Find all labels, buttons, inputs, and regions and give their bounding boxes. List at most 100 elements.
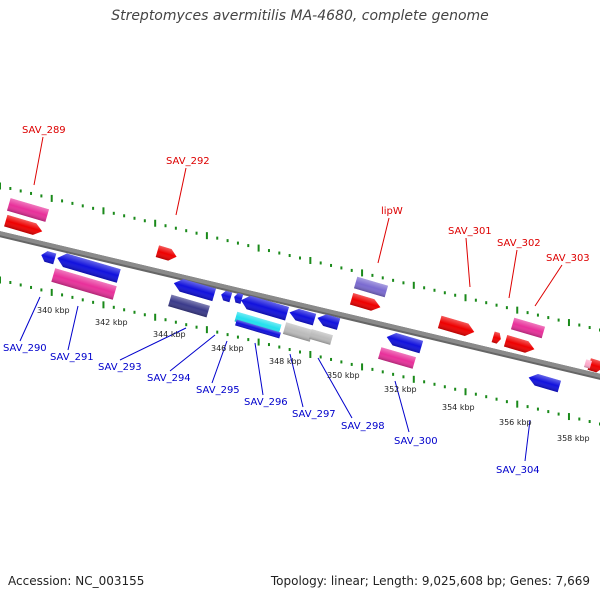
gene-label-sav-300[interactable]: SAV_300: [394, 436, 438, 447]
coord-label-346: 346 kbp: [211, 344, 244, 353]
connector-line: [175, 167, 187, 216]
connector-line: [211, 340, 228, 384]
gene-feature-11: [234, 311, 282, 335]
gene-shade: [386, 332, 424, 354]
gene-label-lipw[interactable]: lipW: [381, 206, 403, 217]
gene-label-sav-293[interactable]: SAV_293: [98, 362, 142, 373]
connector-line: [394, 380, 410, 433]
coord-label-358: 358 kbp: [557, 434, 590, 443]
gene-feature-0: [6, 198, 50, 222]
gene-shade: [234, 292, 244, 304]
gene-label-sav-297[interactable]: SAV_297: [292, 409, 336, 420]
connector-line: [33, 136, 44, 186]
gene-shade: [282, 322, 314, 342]
gene-feature-1: [4, 214, 43, 235]
coord-label-340: 340 kbp: [37, 306, 70, 315]
gene-feature-19: [386, 332, 424, 354]
gene-shade: [57, 253, 121, 283]
gene-feature-15: [317, 314, 341, 330]
gene-shade: [240, 295, 289, 321]
connector-line: [119, 327, 187, 361]
gene-label-sav-303[interactable]: SAV_303: [546, 253, 590, 264]
gene-shade: [234, 311, 282, 335]
connector-line: [67, 305, 79, 351]
gene-feature-14: [282, 322, 314, 342]
gene-feature-13: [289, 308, 317, 326]
genome-backbone: [0, 231, 600, 380]
gene-shade: [289, 308, 317, 326]
gene-feature-22: [491, 331, 501, 344]
connector-line: [534, 264, 563, 307]
gene-label-sav-290[interactable]: SAV_290: [3, 343, 47, 354]
gene-shade: [173, 279, 216, 302]
lower-gene-labels: SAV_290 SAV_291 SAV_293 SAV_294 SAV_295 …: [3, 343, 540, 476]
connector-line: [19, 296, 41, 342]
connector-line: [465, 237, 471, 288]
coord-label-354: 354 kbp: [442, 403, 475, 412]
coord-label-342: 342 kbp: [95, 318, 128, 327]
gene-feature-21: [437, 315, 475, 337]
gene-feature-18: [349, 293, 381, 311]
gene-label-sav-294[interactable]: SAV_294: [147, 373, 191, 384]
gene-feature-9: [234, 292, 244, 304]
coordinate-labels: 340 kbp 342 kbp 344 kbp 346 kbp 348 kbp …: [37, 306, 590, 443]
gene-feature-3: [41, 251, 57, 265]
tick-marks: [0, 182, 600, 426]
gene-label-sav-302[interactable]: SAV_302: [497, 238, 541, 249]
gene-shade: [155, 245, 177, 261]
gene-label-sav-289[interactable]: SAV_289: [22, 125, 66, 136]
coord-label-344: 344 kbp: [153, 330, 186, 339]
gene-label-sav-295[interactable]: SAV_295: [196, 385, 240, 396]
gene-feature-23: [510, 317, 546, 339]
label-connectors: [19, 136, 563, 462]
coord-label-356: 356 kbp: [499, 418, 532, 427]
gene-shade: [4, 214, 43, 235]
gene-shade: [583, 359, 593, 369]
gene-shade: [317, 314, 341, 330]
gene-feature-2: [155, 245, 177, 261]
gene-feature-7: [168, 294, 210, 318]
connector-line: [377, 217, 390, 264]
connector-line: [289, 353, 304, 408]
gene-label-sav-292[interactable]: SAV_292: [166, 156, 210, 167]
gene-shade: [510, 317, 546, 339]
gene-label-sav-291[interactable]: SAV_291: [50, 352, 94, 363]
accession-text: Accession: NC_003155: [8, 574, 145, 588]
gene-feature-24: [503, 335, 535, 353]
map-title: Streptomyces avermitilis MA-4680, comple…: [111, 8, 489, 24]
backbone-line: [0, 231, 600, 378]
gene-feature-25: [528, 373, 562, 393]
gene-label-sav-296[interactable]: SAV_296: [244, 397, 288, 408]
upper-gene-labels: SAV_289 SAV_292 lipW SAV_301 SAV_302 SAV…: [22, 125, 590, 264]
gene-shade: [235, 319, 281, 339]
gene-feature-12: [235, 319, 281, 339]
gene-shade: [491, 331, 501, 344]
connector-line: [317, 357, 353, 419]
gene-feature-4: [57, 253, 121, 283]
coord-label-350: 350 kbp: [327, 371, 360, 380]
gene-shade: [41, 251, 57, 265]
gene-label-sav-301[interactable]: SAV_301: [448, 226, 492, 237]
gene-features: [4, 198, 600, 393]
gene-feature-16: [309, 329, 333, 345]
gene-label-sav-298[interactable]: SAV_298: [341, 421, 385, 432]
connector-line: [524, 419, 531, 462]
connector-line: [508, 249, 518, 299]
connector-line: [169, 334, 216, 372]
gene-feature-10: [240, 295, 289, 321]
gene-feature-6: [173, 279, 216, 302]
gene-shade: [221, 290, 233, 303]
gene-shade: [503, 335, 535, 353]
gene-label-sav-304[interactable]: SAV_304: [496, 465, 540, 476]
gene-shade: [437, 315, 475, 337]
gene-shade: [6, 198, 50, 222]
genome-summary-text: Topology: linear; Length: 9,025,608 bp; …: [270, 574, 590, 588]
gene-shade: [349, 293, 381, 311]
gene-feature-5: [51, 268, 117, 300]
gene-shade: [51, 268, 117, 300]
gene-feature-8: [221, 290, 233, 303]
coord-label-352: 352 kbp: [384, 385, 417, 394]
gene-feature-27: [583, 359, 593, 369]
